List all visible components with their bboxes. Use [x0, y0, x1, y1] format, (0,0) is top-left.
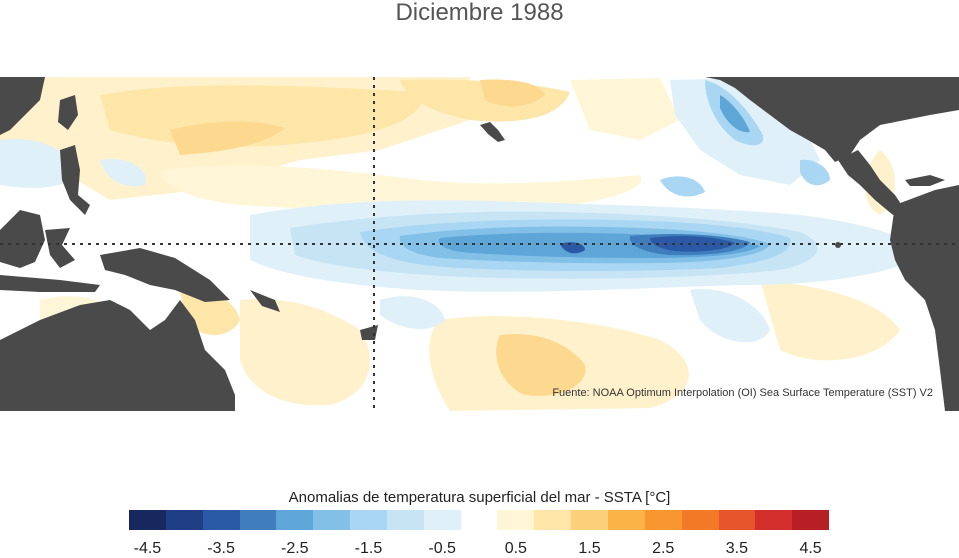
colorbar-swatch — [460, 510, 498, 530]
source-note: Fuente: NOAA Optimum Interpolation (OI) … — [552, 387, 933, 399]
colorbar-swatch — [313, 510, 351, 530]
new-guinea-land — [100, 248, 230, 302]
colorbar-swatch — [276, 510, 314, 530]
colorbar-swatch — [129, 510, 166, 530]
colorbar-tick-label: -4.5 — [133, 540, 162, 557]
galapagos-land — [835, 242, 841, 248]
colorbar-tick-label: -1.5 — [354, 540, 383, 557]
colorbar-swatch — [681, 510, 719, 530]
colorbar-swatch — [497, 510, 535, 530]
colorbar-swatch — [165, 510, 203, 530]
colorbar-tick-label: -0.5 — [428, 540, 456, 557]
colorbar-tick-label: 0.5 — [504, 540, 527, 557]
colorbar-tick-label: 1.5 — [578, 540, 601, 557]
colorbar-swatch — [607, 510, 645, 530]
colorbar-swatch — [534, 510, 572, 530]
taiwan-land — [58, 95, 78, 130]
solomon-islands-land — [250, 290, 280, 312]
colorbar-tick-label: -3.5 — [207, 540, 235, 557]
colorbar-swatch — [423, 510, 461, 530]
landmasses — [0, 77, 959, 411]
fiji-land — [360, 325, 378, 340]
caribbean-islands-land — [905, 175, 945, 186]
colorbar-swatch — [350, 510, 387, 530]
colorbar-tick-label: 3.5 — [725, 540, 749, 557]
colorbar-label: Anomalias de temperatura superficial del… — [288, 489, 671, 506]
map-title: Diciembre 1988 — [395, 0, 564, 26]
colorbar-tick-label: 2.5 — [652, 540, 675, 557]
asia-land — [0, 77, 45, 135]
colorbar — [129, 510, 830, 530]
colorbar-swatch — [755, 510, 793, 530]
australia-land — [0, 300, 235, 411]
colorbar-swatch — [202, 510, 240, 530]
south-america-land — [890, 185, 959, 411]
map-frame — [0, 77, 959, 411]
hawaii-land — [480, 122, 505, 142]
philippines-land — [60, 145, 90, 215]
java-land — [0, 275, 100, 292]
borneo-land — [0, 210, 45, 268]
colorbar-swatch — [571, 510, 608, 530]
north-america-land — [705, 77, 959, 162]
colorbar-tick-label: -2.5 — [280, 540, 309, 557]
central-america-land — [838, 150, 905, 215]
colorbar-swatch — [718, 510, 756, 530]
colorbar-tick-label: 4.5 — [799, 540, 822, 557]
colorbar-ticks: -4.5 -3.5 -2.5 -1.5 -0.5 0.5 1.5 2.5 3.5 4.5 — [0, 540, 959, 558]
colorbar-swatch — [386, 510, 424, 530]
sulawesi-land — [45, 228, 75, 268]
colorbar-swatch — [792, 510, 830, 530]
colorbar-swatch — [644, 510, 682, 530]
colorbar-swatch — [239, 510, 277, 530]
